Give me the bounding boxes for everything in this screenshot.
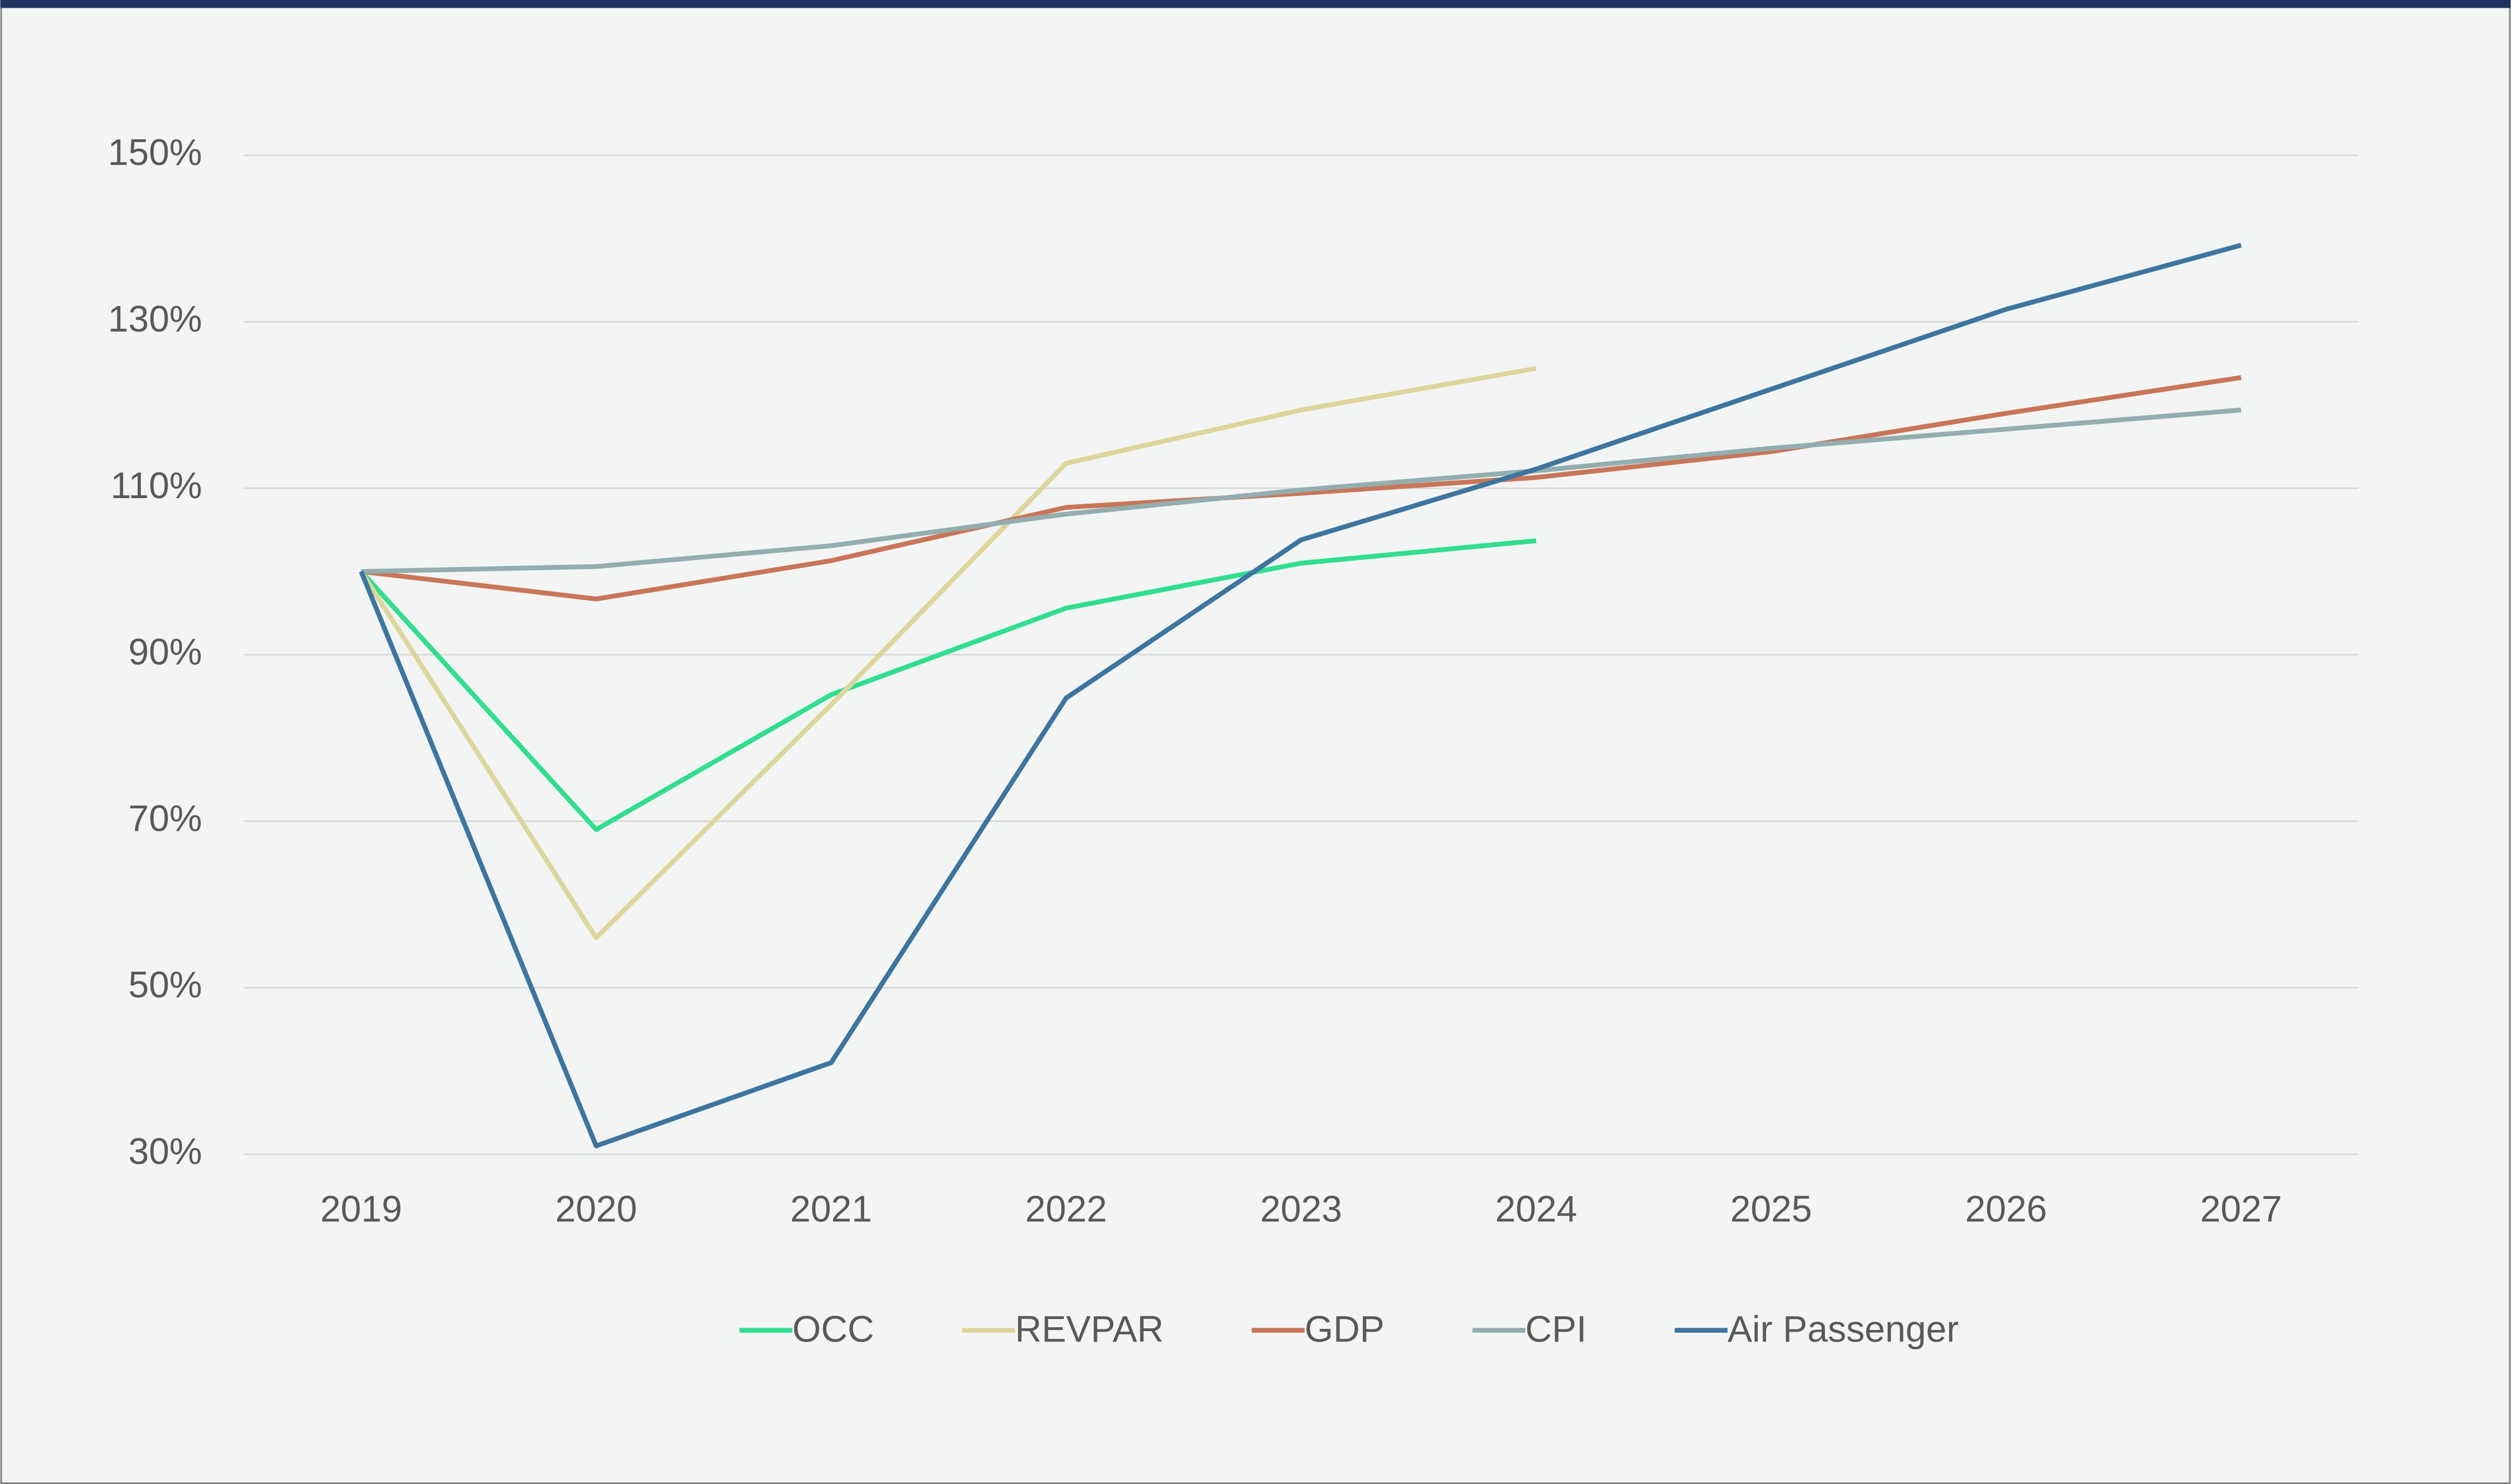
y-tick-label: 70% bbox=[128, 798, 202, 839]
x-tick-label: 2020 bbox=[555, 1189, 637, 1230]
x-tick-label: 2019 bbox=[320, 1189, 402, 1230]
y-tick-label: 110% bbox=[111, 465, 202, 506]
x-tick-label: 2025 bbox=[1730, 1189, 1812, 1230]
x-tick-label: 2023 bbox=[1260, 1189, 1342, 1230]
y-tick-label: 130% bbox=[108, 299, 202, 340]
series-line bbox=[359, 538, 1537, 832]
series-line bbox=[361, 407, 2242, 574]
x-tick-label: 2027 bbox=[2200, 1189, 2282, 1230]
series-line bbox=[359, 243, 2242, 1149]
y-tick-label: 90% bbox=[128, 632, 202, 673]
y-tick-label: 50% bbox=[128, 965, 202, 1006]
x-tick-label: 2021 bbox=[790, 1189, 872, 1230]
x-tick-label: 2022 bbox=[1025, 1189, 1107, 1230]
legend-label: REVPAR bbox=[1015, 1309, 1163, 1350]
x-tick-label: 2024 bbox=[1495, 1189, 1577, 1230]
legend-label: GDP bbox=[1304, 1309, 1384, 1350]
x-tick-label: 2026 bbox=[1965, 1189, 2047, 1230]
legend-label: CPI bbox=[1525, 1309, 1586, 1350]
series-line bbox=[359, 366, 1537, 941]
y-tick-label: 150% bbox=[108, 132, 202, 173]
legend-label: OCC bbox=[793, 1309, 875, 1350]
y-tick-label: 30% bbox=[128, 1131, 202, 1172]
legend-label: Air Passenger bbox=[1728, 1309, 1959, 1350]
top-bar bbox=[0, 0, 2511, 8]
series-line bbox=[361, 375, 2242, 602]
